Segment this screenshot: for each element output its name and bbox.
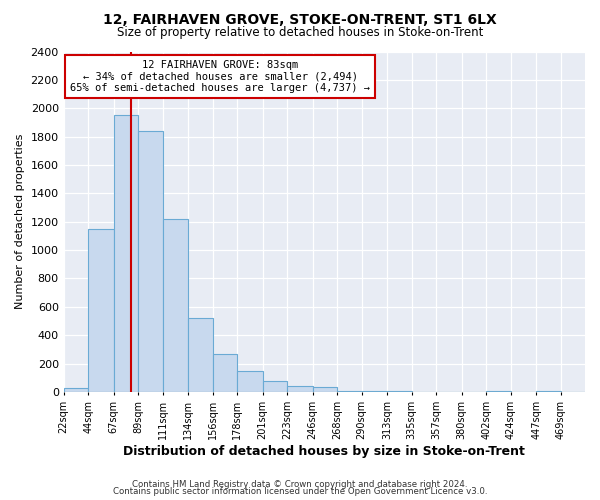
Bar — [88, 229, 113, 392]
Text: Size of property relative to detached houses in Stoke-on-Trent: Size of property relative to detached ho… — [117, 26, 483, 39]
Bar — [138, 131, 163, 392]
Bar — [362, 390, 387, 392]
Bar — [536, 391, 560, 392]
Bar — [287, 386, 313, 392]
Bar — [237, 370, 263, 392]
Bar — [313, 387, 337, 392]
Bar — [387, 391, 412, 392]
Text: 12 FAIRHAVEN GROVE: 83sqm
← 34% of detached houses are smaller (2,494)
65% of se: 12 FAIRHAVEN GROVE: 83sqm ← 34% of detac… — [70, 60, 370, 93]
Bar — [163, 219, 188, 392]
Bar — [113, 116, 138, 392]
Text: 12, FAIRHAVEN GROVE, STOKE-ON-TRENT, ST1 6LX: 12, FAIRHAVEN GROVE, STOKE-ON-TRENT, ST1… — [103, 12, 497, 26]
Bar — [212, 354, 237, 392]
X-axis label: Distribution of detached houses by size in Stoke-on-Trent: Distribution of detached houses by size … — [124, 444, 525, 458]
Text: Contains HM Land Registry data © Crown copyright and database right 2024.: Contains HM Land Registry data © Crown c… — [132, 480, 468, 489]
Bar — [188, 318, 212, 392]
Bar — [486, 391, 511, 392]
Y-axis label: Number of detached properties: Number of detached properties — [15, 134, 25, 310]
Bar — [64, 388, 88, 392]
Bar — [337, 391, 362, 392]
Text: Contains public sector information licensed under the Open Government Licence v3: Contains public sector information licen… — [113, 487, 487, 496]
Bar — [263, 380, 287, 392]
